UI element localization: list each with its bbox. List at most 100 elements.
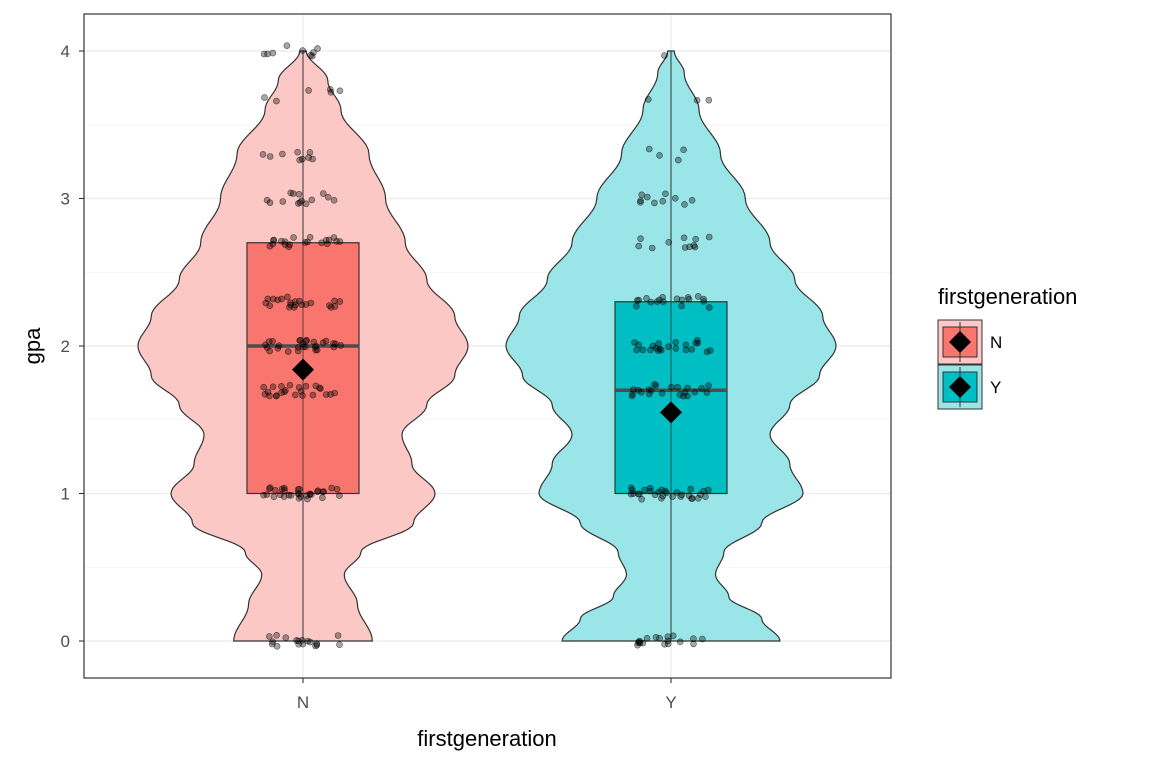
data-point bbox=[635, 242, 643, 250]
data-point bbox=[279, 150, 286, 158]
data-point bbox=[269, 240, 277, 248]
data-point bbox=[275, 342, 283, 350]
data-point bbox=[303, 336, 310, 344]
data-point bbox=[260, 50, 268, 58]
data-point bbox=[331, 297, 338, 305]
legend-key-diamond bbox=[949, 331, 971, 353]
data-point bbox=[266, 484, 274, 492]
data-point bbox=[688, 495, 696, 502]
data-point bbox=[302, 382, 310, 390]
data-point bbox=[644, 96, 652, 103]
data-point bbox=[263, 196, 271, 204]
y-tick-label: 3 bbox=[61, 190, 70, 209]
data-point bbox=[304, 238, 311, 246]
data-point bbox=[678, 302, 685, 310]
data-point bbox=[295, 190, 303, 198]
data-point bbox=[266, 302, 274, 310]
data-point bbox=[680, 234, 688, 242]
data-point bbox=[692, 235, 700, 243]
data-point bbox=[295, 384, 303, 391]
data-point bbox=[627, 484, 635, 492]
legend-label-Y: Y bbox=[990, 378, 1001, 397]
data-point bbox=[294, 347, 302, 355]
data-point bbox=[674, 383, 681, 391]
data-point bbox=[630, 386, 637, 393]
data-point bbox=[635, 296, 643, 304]
data-point bbox=[269, 383, 277, 391]
data-point bbox=[280, 484, 288, 492]
data-point bbox=[319, 488, 327, 496]
data-point bbox=[700, 298, 708, 305]
data-point bbox=[334, 632, 342, 639]
data-point bbox=[294, 344, 302, 351]
data-point bbox=[659, 197, 667, 205]
data-point bbox=[285, 491, 293, 499]
data-point bbox=[290, 234, 297, 241]
data-point bbox=[319, 339, 327, 347]
data-point bbox=[697, 491, 704, 498]
data-point bbox=[322, 391, 330, 398]
data-point bbox=[330, 197, 338, 204]
data-point bbox=[658, 494, 665, 502]
data-point bbox=[314, 45, 321, 52]
data-point bbox=[296, 156, 304, 164]
legend-item-N: N bbox=[937, 319, 1002, 365]
data-point bbox=[646, 487, 654, 495]
data-point bbox=[328, 484, 336, 492]
data-point bbox=[307, 299, 315, 307]
data-point bbox=[694, 293, 702, 300]
data-point bbox=[674, 156, 682, 164]
data-point bbox=[283, 42, 291, 50]
data-point bbox=[705, 382, 712, 389]
data-point bbox=[655, 488, 662, 496]
data-point bbox=[313, 640, 321, 647]
data-point bbox=[654, 347, 662, 355]
data-point bbox=[692, 339, 700, 347]
x-tick-label: N bbox=[297, 693, 309, 712]
data-point bbox=[659, 293, 667, 301]
data-point bbox=[703, 389, 711, 396]
data-point bbox=[641, 486, 648, 494]
data-point bbox=[682, 341, 690, 349]
data-point bbox=[705, 96, 713, 104]
data-point bbox=[261, 94, 268, 101]
data-point bbox=[287, 301, 294, 309]
data-point bbox=[684, 294, 692, 301]
data-point bbox=[336, 87, 344, 95]
data-point bbox=[682, 346, 690, 354]
data-point bbox=[662, 190, 669, 198]
data-point bbox=[336, 238, 344, 245]
data-point bbox=[301, 343, 309, 351]
data-point bbox=[643, 634, 651, 642]
data-point bbox=[272, 392, 280, 400]
data-point bbox=[309, 155, 316, 163]
data-point bbox=[687, 485, 695, 493]
data-point bbox=[271, 486, 279, 494]
data-point bbox=[287, 189, 295, 197]
data-point bbox=[264, 388, 272, 396]
data-point bbox=[270, 493, 278, 501]
legend-title: firstgeneration bbox=[938, 284, 1077, 309]
data-point bbox=[306, 149, 314, 156]
data-point bbox=[668, 383, 675, 391]
data-point bbox=[661, 52, 668, 59]
x-axis-title: firstgeneration bbox=[417, 726, 556, 751]
data-point bbox=[688, 197, 696, 204]
data-point bbox=[284, 348, 292, 355]
data-point bbox=[330, 343, 338, 351]
data-point bbox=[293, 637, 300, 644]
legend-item-Y: Y bbox=[937, 364, 1001, 410]
data-point bbox=[656, 296, 663, 304]
data-point bbox=[333, 238, 340, 245]
data-point bbox=[664, 633, 672, 641]
data-point bbox=[336, 641, 343, 649]
data-point bbox=[705, 304, 713, 311]
data-point bbox=[693, 97, 701, 104]
data-point bbox=[647, 387, 655, 394]
axes: 0 1 2 3 4 N Y bbox=[61, 42, 677, 712]
data-point bbox=[703, 348, 711, 356]
data-point bbox=[669, 493, 676, 500]
y-axis-title: gpa bbox=[20, 327, 45, 364]
data-point bbox=[281, 487, 288, 494]
